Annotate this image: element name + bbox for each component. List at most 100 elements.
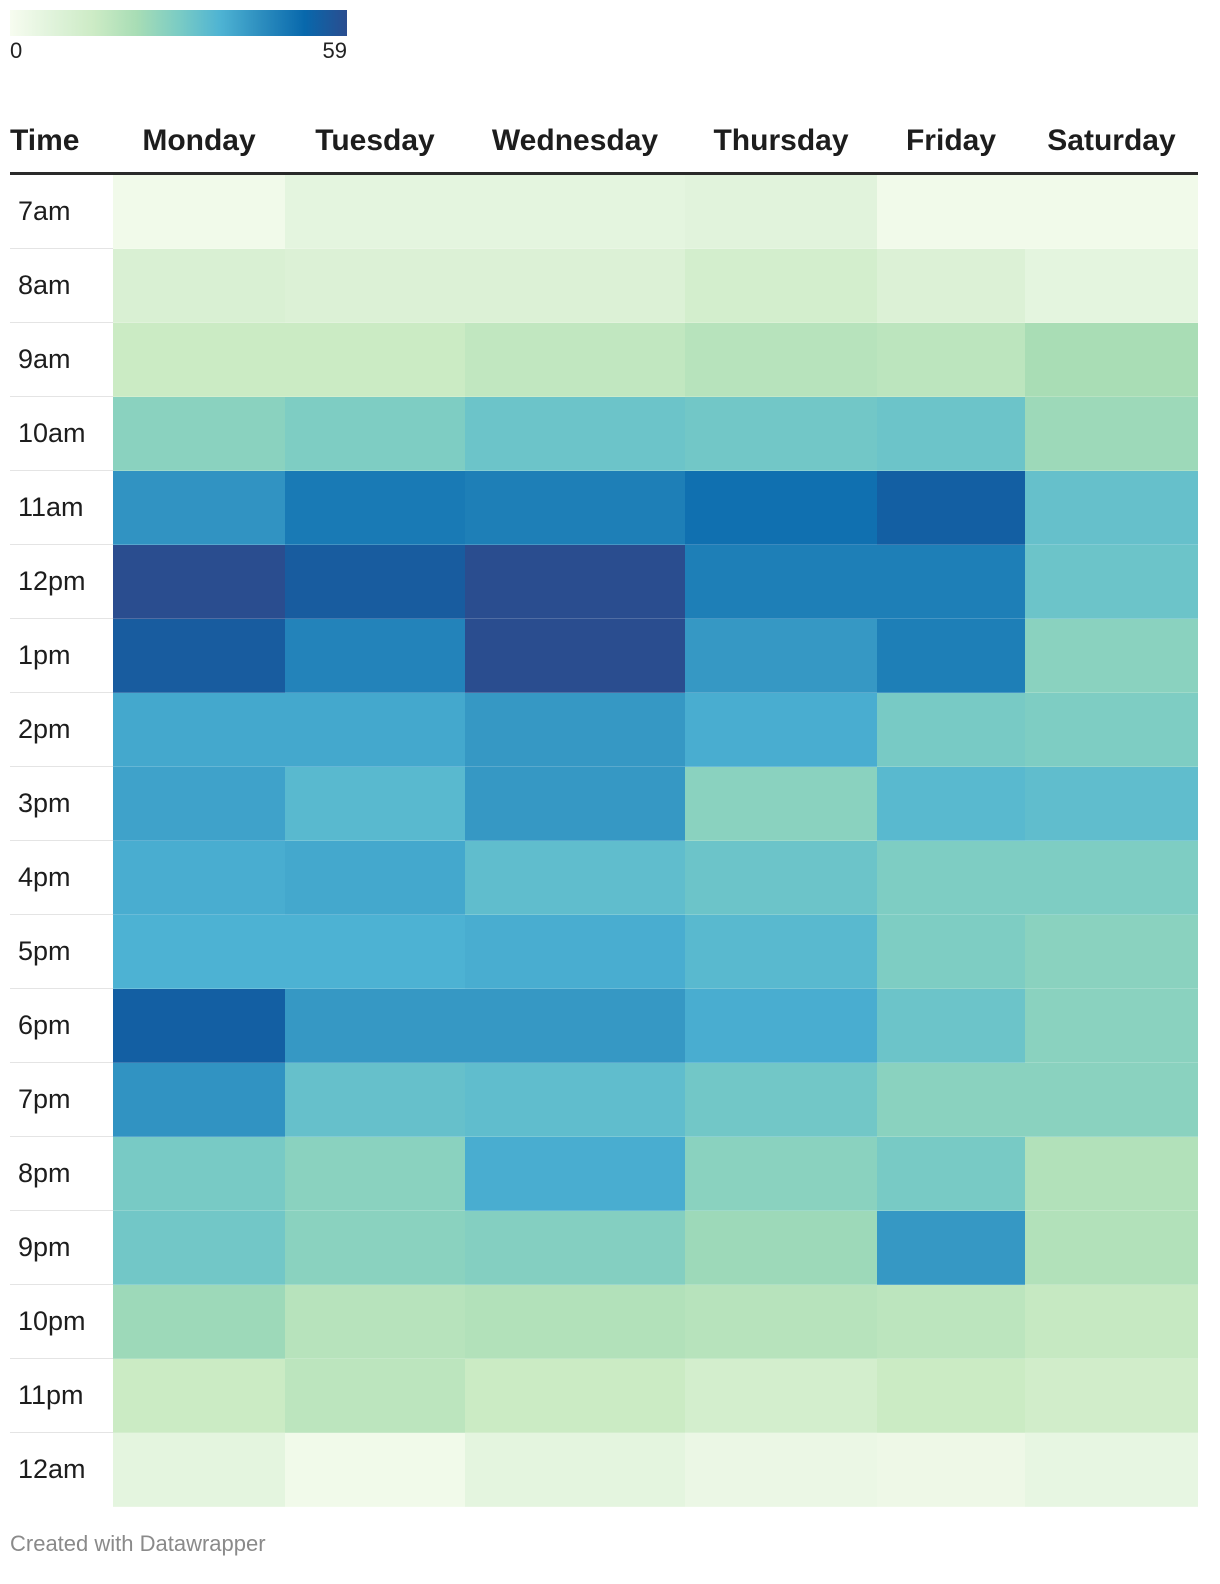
heat-cell-8pm-monday: [113, 1136, 285, 1211]
heat-cell-5pm-tuesday: [285, 914, 465, 989]
heat-cell-1pm-tuesday: [285, 618, 465, 693]
heat-cell-10pm-wednesday: [465, 1284, 685, 1359]
footer-credit: Created with Datawrapper: [10, 1531, 266, 1556]
heat-cell-8pm-wednesday: [465, 1136, 685, 1211]
column-header-wednesday: Wednesday: [465, 110, 685, 175]
heat-cell-11am-monday: [113, 470, 285, 545]
table-row: 1pm: [10, 618, 1198, 693]
table-row: 2pm: [10, 692, 1198, 767]
heat-cell-12am-thursday: [685, 1432, 877, 1507]
heat-cell-5pm-monday: [113, 914, 285, 989]
heat-cell-10am-monday: [113, 396, 285, 471]
heat-cell-10pm-monday: [113, 1284, 285, 1359]
heat-cell-7am-saturday: [1025, 173, 1198, 249]
row-label-10pm: 10pm: [10, 1284, 113, 1359]
heat-cell-7pm-friday: [877, 1062, 1025, 1137]
row-label-12am: 12am: [18, 1454, 86, 1485]
heat-cell-8pm-thursday: [685, 1136, 877, 1211]
table-row: 10pm: [10, 1284, 1198, 1359]
heat-cell-5pm-saturday: [1025, 914, 1198, 989]
heat-cell-12am-monday: [113, 1432, 285, 1507]
row-label-8pm: 8pm: [10, 1136, 113, 1211]
table-row: 4pm: [10, 840, 1198, 915]
heat-cell-4pm-tuesday: [285, 840, 465, 915]
heat-cell-3pm-wednesday: [465, 766, 685, 841]
row-label-11pm: 11pm: [10, 1358, 113, 1433]
heat-cell-9pm-monday: [113, 1210, 285, 1285]
column-header-time: Time: [10, 110, 113, 175]
row-label-8am: 8am: [10, 248, 113, 323]
row-label-5pm: 5pm: [10, 914, 113, 989]
heat-cell-11pm-tuesday: [285, 1358, 465, 1433]
heat-cell-12am-friday: [877, 1432, 1025, 1507]
heat-cell-3pm-saturday: [1025, 766, 1198, 841]
heat-cell-8am-wednesday: [465, 248, 685, 323]
legend-labels: 0 59: [10, 36, 347, 63]
row-label-11am: 11am: [10, 470, 113, 545]
heat-cell-6pm-saturday: [1025, 988, 1198, 1063]
heat-cell-7pm-wednesday: [465, 1062, 685, 1137]
heat-cell-9am-wednesday: [465, 322, 685, 397]
row-label-6pm: 6pm: [10, 988, 113, 1063]
table-row: 10am: [10, 396, 1198, 471]
heat-cell-8am-friday: [877, 248, 1025, 323]
table-row: 6pm: [10, 988, 1198, 1063]
row-label-1pm: 1pm: [10, 618, 113, 693]
heat-cell-9pm-thursday: [685, 1210, 877, 1285]
row-label-10am: 10am: [10, 396, 113, 471]
heat-cell-12pm-friday: [877, 544, 1025, 619]
color-legend: 0 59: [10, 10, 347, 63]
table-row: 12am: [10, 1432, 1198, 1507]
legend-max-label: 59: [322, 38, 347, 63]
heat-cell-2pm-monday: [113, 692, 285, 767]
heat-cell-1pm-friday: [877, 618, 1025, 693]
row-label-12pm: 12pm: [10, 544, 113, 619]
heat-cell-11am-tuesday: [285, 470, 465, 545]
heat-cell-8pm-friday: [877, 1136, 1025, 1211]
heat-cell-10pm-saturday: [1025, 1284, 1198, 1359]
heat-cell-2pm-wednesday: [465, 692, 685, 767]
table-row: 11am: [10, 470, 1198, 545]
row-label-3pm: 3pm: [10, 766, 113, 841]
heat-cell-10am-friday: [877, 396, 1025, 471]
heat-cell-12am-tuesday: [285, 1432, 465, 1507]
column-header-friday: Friday: [877, 110, 1025, 175]
table-row: 11pm: [10, 1358, 1198, 1433]
heat-cell-10am-saturday: [1025, 396, 1198, 471]
heat-cell-9pm-tuesday: [285, 1210, 465, 1285]
header-row: Time Monday Tuesday Wednesday Thursday Frida…: [10, 110, 1198, 175]
heat-cell-8pm-tuesday: [285, 1136, 465, 1211]
heat-cell-11am-saturday: [1025, 470, 1198, 545]
heat-cell-12pm-saturday: [1025, 544, 1198, 619]
heat-cell-2pm-saturday: [1025, 692, 1198, 767]
heat-cell-7am-tuesday: [285, 173, 465, 249]
heat-cell-7am-thursday: [685, 173, 877, 249]
column-header-monday: Monday: [113, 110, 285, 175]
legend-min-label: 0: [10, 38, 23, 63]
heat-cell-4pm-monday: [113, 840, 285, 915]
heat-cell-7am-friday: [877, 173, 1025, 249]
row-label-4pm: 4pm: [10, 840, 113, 915]
heat-cell-4pm-wednesday: [465, 840, 685, 915]
table-row: 8pm: [10, 1136, 1198, 1211]
heat-cell-3pm-thursday: [685, 766, 877, 841]
heat-cell-6pm-thursday: [685, 988, 877, 1063]
table-row: 9am: [10, 322, 1198, 397]
column-header-tuesday: Tuesday: [285, 110, 465, 175]
heat-cell-12pm-wednesday: [465, 544, 685, 619]
heat-cell-7pm-saturday: [1025, 1062, 1198, 1137]
heat-cell-4pm-saturday: [1025, 840, 1198, 915]
heat-cell-12am-saturday: [1025, 1432, 1198, 1507]
heat-cell-8am-monday: [113, 248, 285, 323]
heat-cell-5pm-wednesday: [465, 914, 685, 989]
heat-cell-8am-thursday: [685, 248, 877, 323]
heat-cell-8pm-saturday: [1025, 1136, 1198, 1211]
heat-cell-1pm-saturday: [1025, 618, 1198, 693]
heat-cell-8am-saturday: [1025, 248, 1198, 323]
row-label-7am: 7am: [10, 173, 113, 249]
heat-cell-3pm-tuesday: [285, 766, 465, 841]
heat-cell-9am-thursday: [685, 322, 877, 397]
heat-cell-12pm-tuesday: [285, 544, 465, 619]
table-row: 8am: [10, 248, 1198, 323]
heat-cell-9pm-wednesday: [465, 1210, 685, 1285]
